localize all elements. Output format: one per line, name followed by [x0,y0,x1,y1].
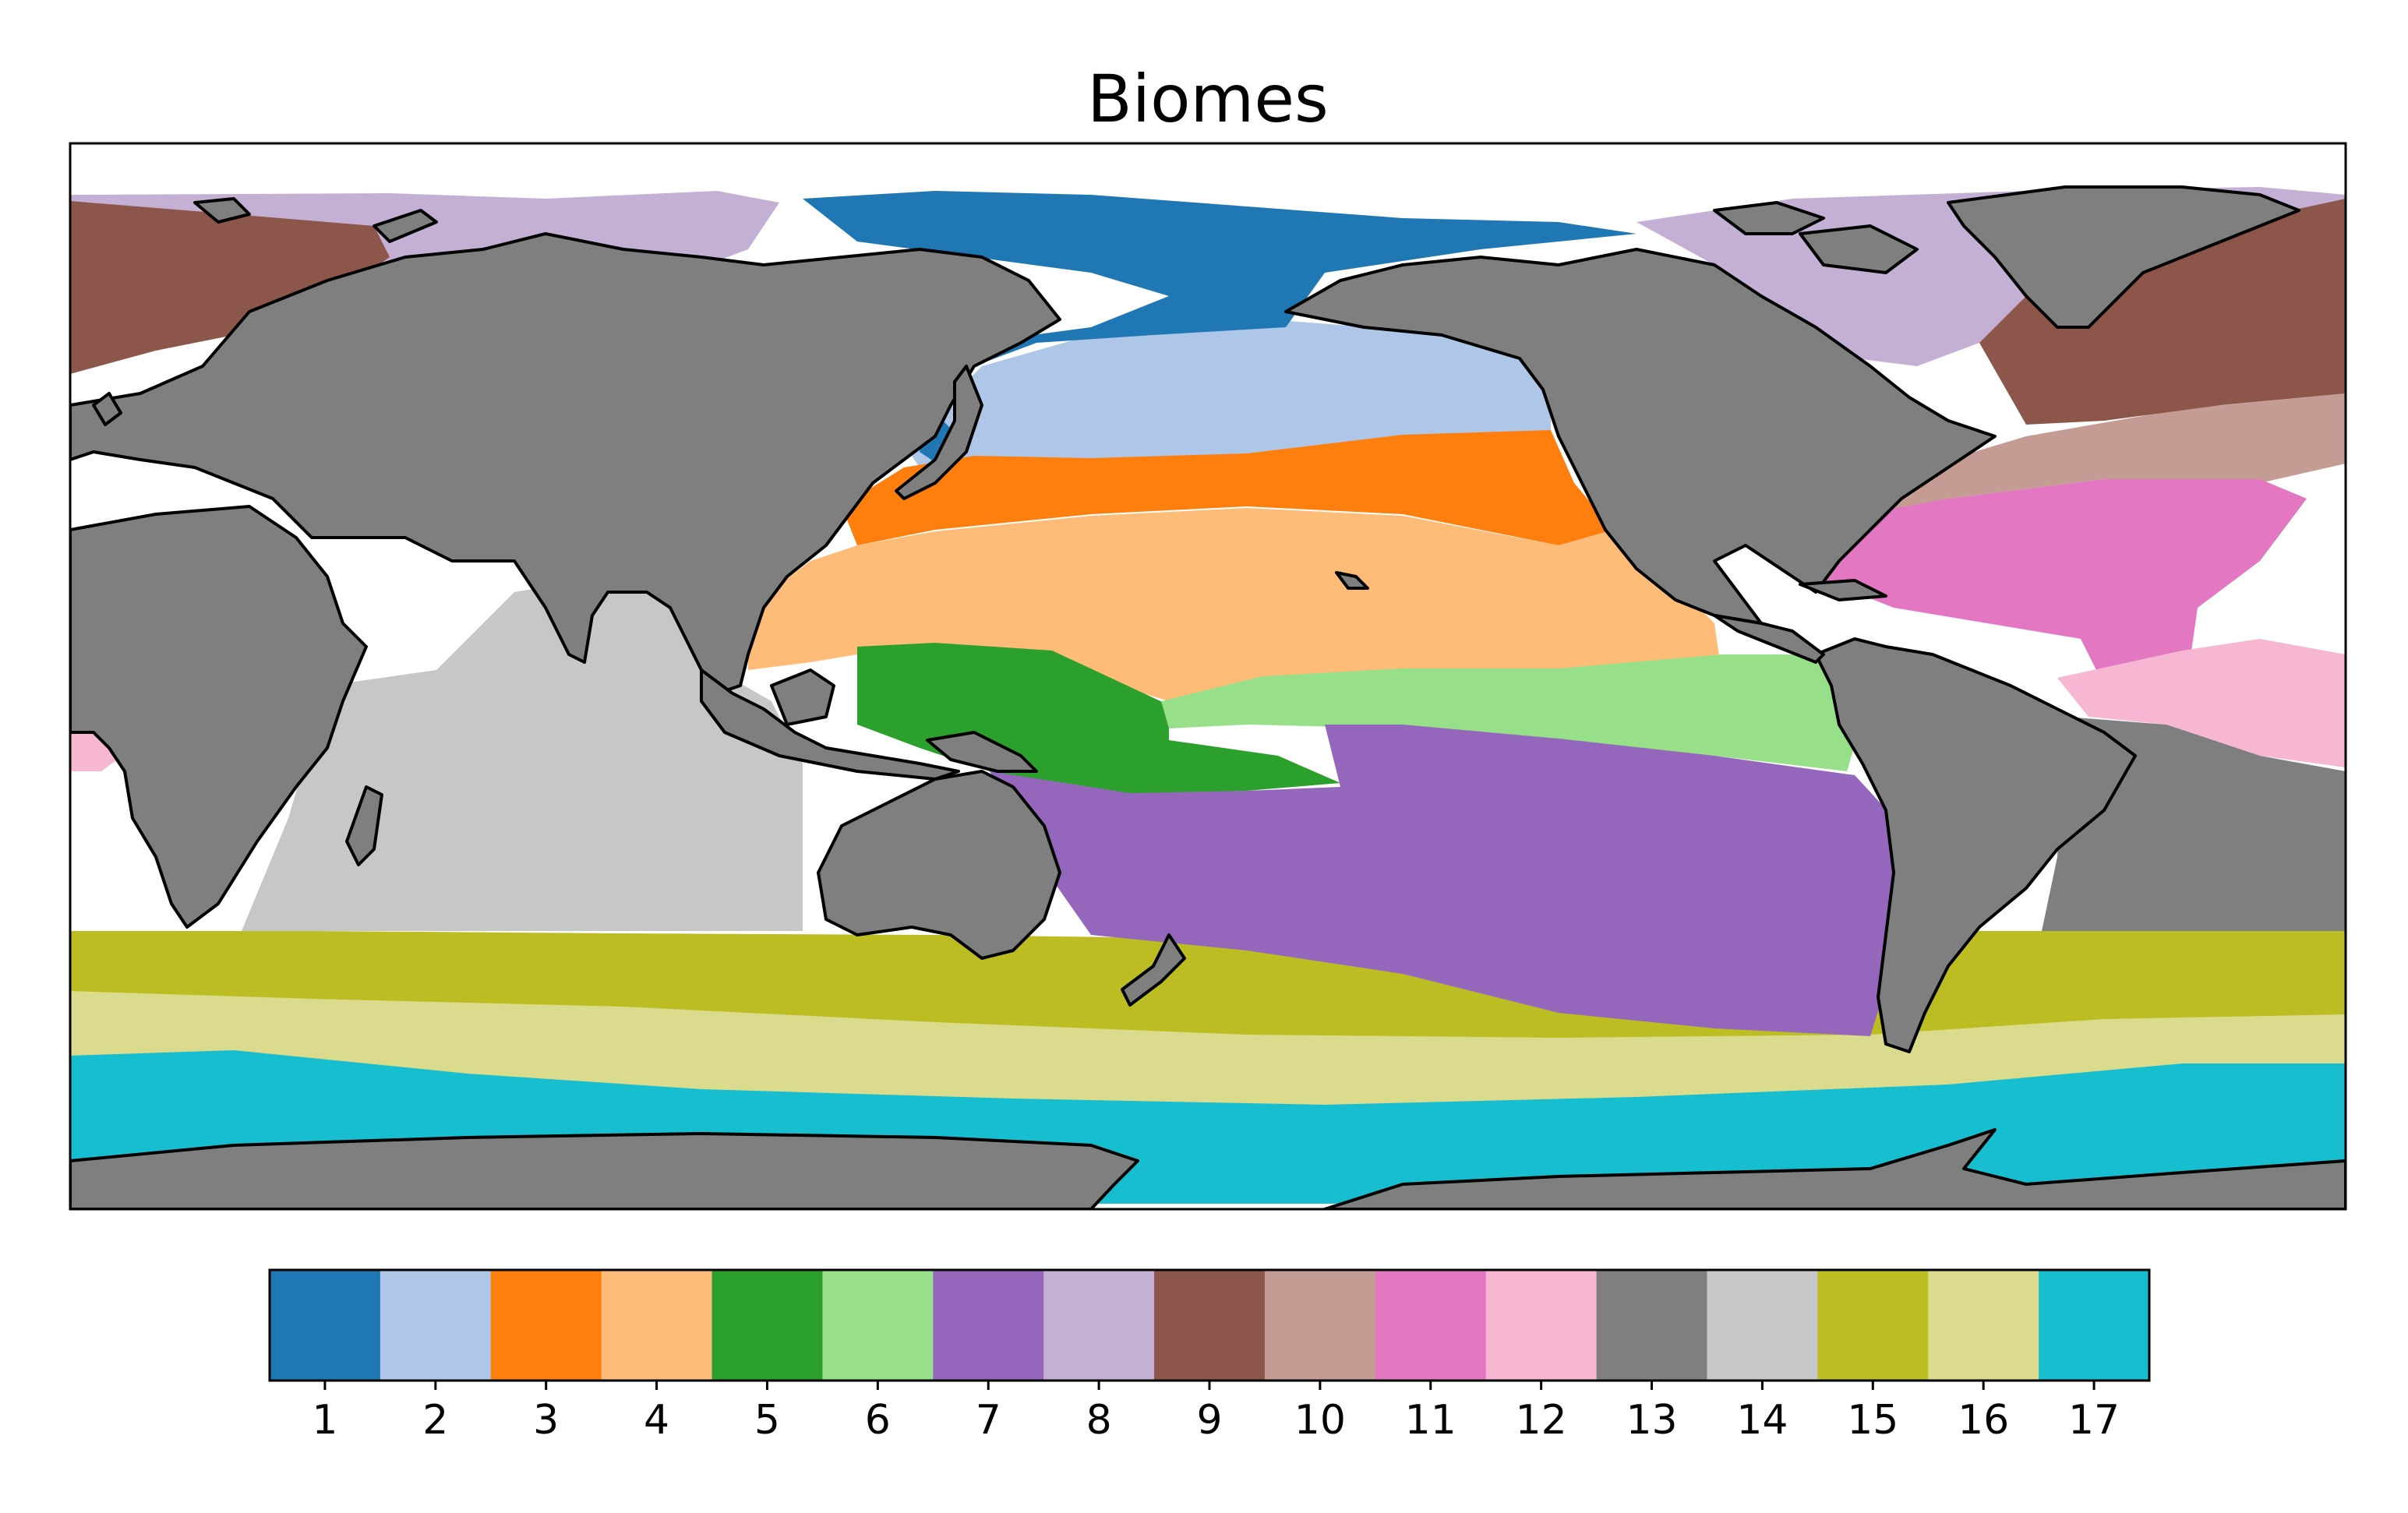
land-antarctica-east [1323,1128,2346,1209]
colorbar-segment-6 [822,1270,934,1381]
colorbar-tick-label: 13 [1626,1397,1677,1444]
colorbar-segment-10 [1264,1270,1376,1381]
colorbar-tick-label: 7 [976,1397,1001,1444]
colorbar-tick-label: 4 [644,1397,669,1444]
colorbar-segment-13 [1596,1270,1707,1381]
land-novaya-zemlya [372,209,438,243]
colorbar-segment-9 [1154,1270,1266,1381]
colorbar-segment-11 [1375,1270,1487,1381]
colorbar-tick-label: 15 [1847,1397,1898,1444]
colorbar-tick-label: 9 [1196,1397,1222,1444]
colorbar-segment-5 [711,1270,823,1381]
land-cuba [1799,579,1887,601]
land-masses [70,185,2346,1209]
land-borneo [770,668,835,726]
colorbar-tick-label: 5 [754,1397,780,1444]
biome-2-north-pacific-subpolar [904,316,1551,467]
colorbar-tick-label: 10 [1294,1397,1346,1444]
colorbar-segment-14 [1707,1270,1818,1381]
biome-9-arctic-europe [70,201,390,374]
map-title: Biomes [1087,61,1329,137]
land-hawaii [1335,571,1369,590]
colorbar-tick-label: 3 [533,1397,559,1444]
land-north-america [1284,248,1997,625]
land-baffin-island [1799,224,1919,274]
colorbar-segment-4 [601,1270,713,1381]
land-madagascar [345,785,383,866]
colorbar-frame [268,1268,2151,1382]
colorbar-tick-label: 6 [865,1397,891,1444]
map-panel [70,143,2346,1209]
colorbar-segment-1 [270,1270,381,1381]
land-central-america [1713,614,1825,664]
biome-14-indian-ocean [242,577,803,931]
land-svalbard [193,197,251,224]
land-canadian-archipelago [1713,201,1825,235]
colorbar-segment-8 [1043,1270,1155,1381]
biome-12-atlantic-tropical [2057,639,2346,767]
colorbar-tick-label: 14 [1736,1397,1788,1444]
biome-3-north-pacific-transition [842,430,1613,545]
colorbar-tick-label: 11 [1405,1397,1456,1444]
land-africa [70,505,368,929]
land-antarctica-west [70,1132,1139,1209]
colorbar-segment-7 [933,1270,1044,1381]
land-indonesia [700,668,960,781]
land-australia [817,770,1061,960]
land-eurasia [70,232,1061,695]
biome-6-eastern-equatorial-pacific [1161,654,1870,771]
colorbar-tick-label: 17 [2068,1397,2120,1444]
biome-7-south-pacific-gyre [990,725,1901,1036]
land-uk [92,392,122,426]
colorbar-tick-label: 1 [312,1397,337,1444]
land-greenland [1947,185,2300,329]
biome-9-north-atlantic-subpolar [1979,199,2346,425]
colorbar-tick-label: 2 [422,1397,448,1444]
colorbar-tick-label: 16 [1958,1397,2009,1444]
colorbar-segment-3 [490,1270,602,1381]
land-japan [895,365,983,500]
land-new-zealand [1121,933,1186,1007]
colorbar-segment-2 [380,1270,492,1381]
colorbar-tick-label: 8 [1086,1397,1112,1444]
colorbar: 1 2 3 4 5 6 7 8 9 10 11 12 13 14 15 16 17 [270,1270,2150,1444]
colorbar-segment-16 [1928,1270,2039,1381]
colorbar-segment-17 [2039,1270,2150,1381]
land-new-guinea [926,731,1038,773]
biome-16-subantarctic-band [70,989,2346,1105]
colorbar-segment-15 [1817,1270,1929,1381]
biome-11-north-atlantic-gyre [1816,479,2307,686]
land-south-america [1814,637,2137,1053]
biome-1-arctic-pacific-side [803,191,1637,467]
colorbar-segment-12 [1485,1270,1598,1381]
colorbar-tick-label: 12 [1516,1397,1567,1444]
biome-10-north-atlantic-transition [1870,393,2346,514]
map-frame [69,142,2347,1211]
